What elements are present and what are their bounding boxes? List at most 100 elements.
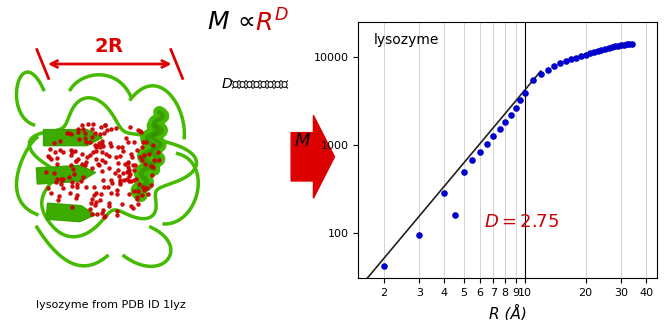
Point	[100, 214, 111, 219]
Point	[584, 51, 595, 56]
Point	[58, 150, 68, 155]
Point	[596, 47, 607, 52]
Point	[549, 64, 559, 69]
Point	[124, 192, 135, 197]
Point	[49, 140, 60, 146]
Point	[44, 147, 55, 152]
Point	[72, 156, 83, 162]
Point	[97, 141, 108, 146]
Point	[105, 190, 116, 196]
Point	[84, 207, 95, 212]
Point	[86, 211, 97, 216]
Point	[94, 197, 105, 203]
Point	[99, 130, 110, 135]
Point	[88, 193, 99, 198]
Point	[474, 149, 485, 155]
Point	[89, 184, 100, 189]
Point	[43, 154, 54, 159]
Point	[99, 122, 110, 127]
Point	[117, 171, 128, 176]
Point	[72, 184, 82, 189]
Point	[98, 184, 109, 189]
Point	[146, 173, 157, 178]
Point	[613, 43, 624, 48]
Point	[93, 163, 104, 168]
Point	[78, 174, 89, 180]
Point	[66, 132, 76, 137]
Point	[99, 214, 110, 219]
Point	[123, 139, 133, 144]
Point	[52, 156, 62, 161]
Point	[68, 171, 79, 176]
Point	[145, 164, 156, 169]
Point	[571, 55, 582, 60]
FancyArrow shape	[291, 115, 334, 198]
Point	[92, 143, 103, 148]
Point	[129, 167, 139, 172]
Point	[70, 148, 80, 153]
Point	[566, 57, 577, 62]
Point	[40, 169, 51, 174]
Point	[133, 189, 143, 194]
Point	[114, 173, 125, 179]
Point	[90, 200, 101, 205]
Point	[439, 191, 450, 196]
Point	[75, 179, 86, 184]
Point	[99, 159, 110, 164]
Point	[112, 208, 123, 213]
Point	[95, 124, 106, 129]
Point	[125, 152, 136, 157]
Point	[123, 174, 134, 179]
Point	[56, 181, 67, 186]
Point	[624, 42, 634, 47]
Point	[117, 149, 128, 154]
Point	[66, 149, 77, 154]
Point	[379, 263, 389, 268]
Point	[603, 45, 614, 51]
Point	[131, 148, 142, 153]
Point	[64, 130, 74, 135]
Point	[97, 177, 108, 182]
Point	[138, 185, 149, 190]
Point	[86, 201, 96, 206]
Point	[510, 105, 521, 110]
Point	[115, 181, 125, 187]
Point	[96, 157, 107, 162]
Point	[141, 140, 151, 145]
Point	[43, 153, 54, 158]
Polygon shape	[36, 165, 95, 184]
Point	[115, 180, 126, 185]
Point	[126, 204, 137, 209]
Point	[139, 188, 149, 193]
Point	[81, 159, 92, 164]
Point	[588, 49, 599, 54]
Point	[81, 140, 92, 145]
Point	[561, 59, 572, 64]
Point	[52, 176, 62, 181]
Point	[610, 44, 620, 49]
Point	[100, 123, 111, 128]
Point	[105, 178, 116, 183]
Point	[104, 165, 115, 171]
Point	[111, 155, 121, 160]
Point	[103, 184, 114, 189]
Point	[54, 148, 65, 153]
Polygon shape	[46, 203, 95, 222]
Point	[505, 112, 516, 117]
Point	[80, 130, 90, 135]
Point	[519, 91, 530, 96]
Point	[152, 150, 163, 155]
Point	[98, 143, 109, 148]
Point	[119, 177, 129, 182]
Point	[57, 177, 68, 182]
Polygon shape	[44, 130, 102, 146]
Point	[97, 150, 108, 155]
Point	[467, 157, 478, 162]
Point	[414, 232, 425, 237]
Point	[535, 72, 546, 77]
Point	[131, 177, 141, 182]
Point	[91, 157, 102, 162]
Text: $\mathit{R}^{\mathit{D}}$: $\mathit{R}^{\mathit{D}}$	[255, 10, 288, 37]
Point	[95, 131, 106, 136]
Point	[123, 160, 133, 165]
